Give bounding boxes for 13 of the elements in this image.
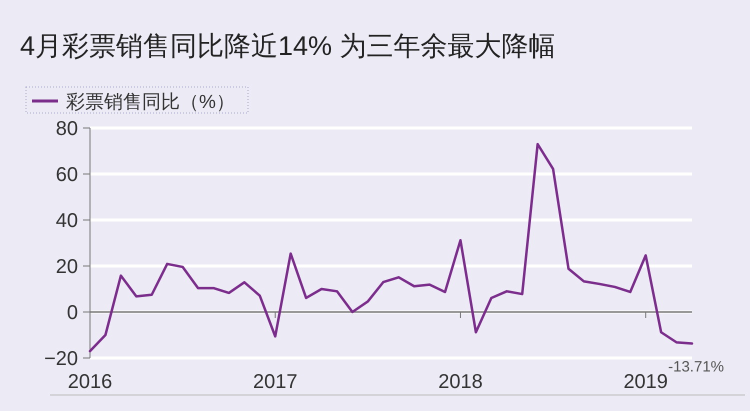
legend-label: 彩票销售同比（%） <box>66 92 235 113</box>
y-tick-label: 0 <box>66 302 78 324</box>
x-tick-label: 2019 <box>623 371 668 393</box>
x-tick-label: 2016 <box>68 371 112 393</box>
x-tick-label: 2017 <box>252 371 298 393</box>
y-tick-label: 40 <box>56 210 78 232</box>
y-tick-label: −20 <box>44 348 78 370</box>
chart-title: 4月彩票销售同比降近14% 为三年余最大降幅 <box>20 31 556 61</box>
x-tick-label: 2018 <box>438 371 483 393</box>
y-tick-label: 80 <box>56 118 78 140</box>
annotation: -13.71% <box>668 358 724 376</box>
y-tick-label: 20 <box>56 256 78 278</box>
y-tick-label: 60 <box>56 164 78 186</box>
